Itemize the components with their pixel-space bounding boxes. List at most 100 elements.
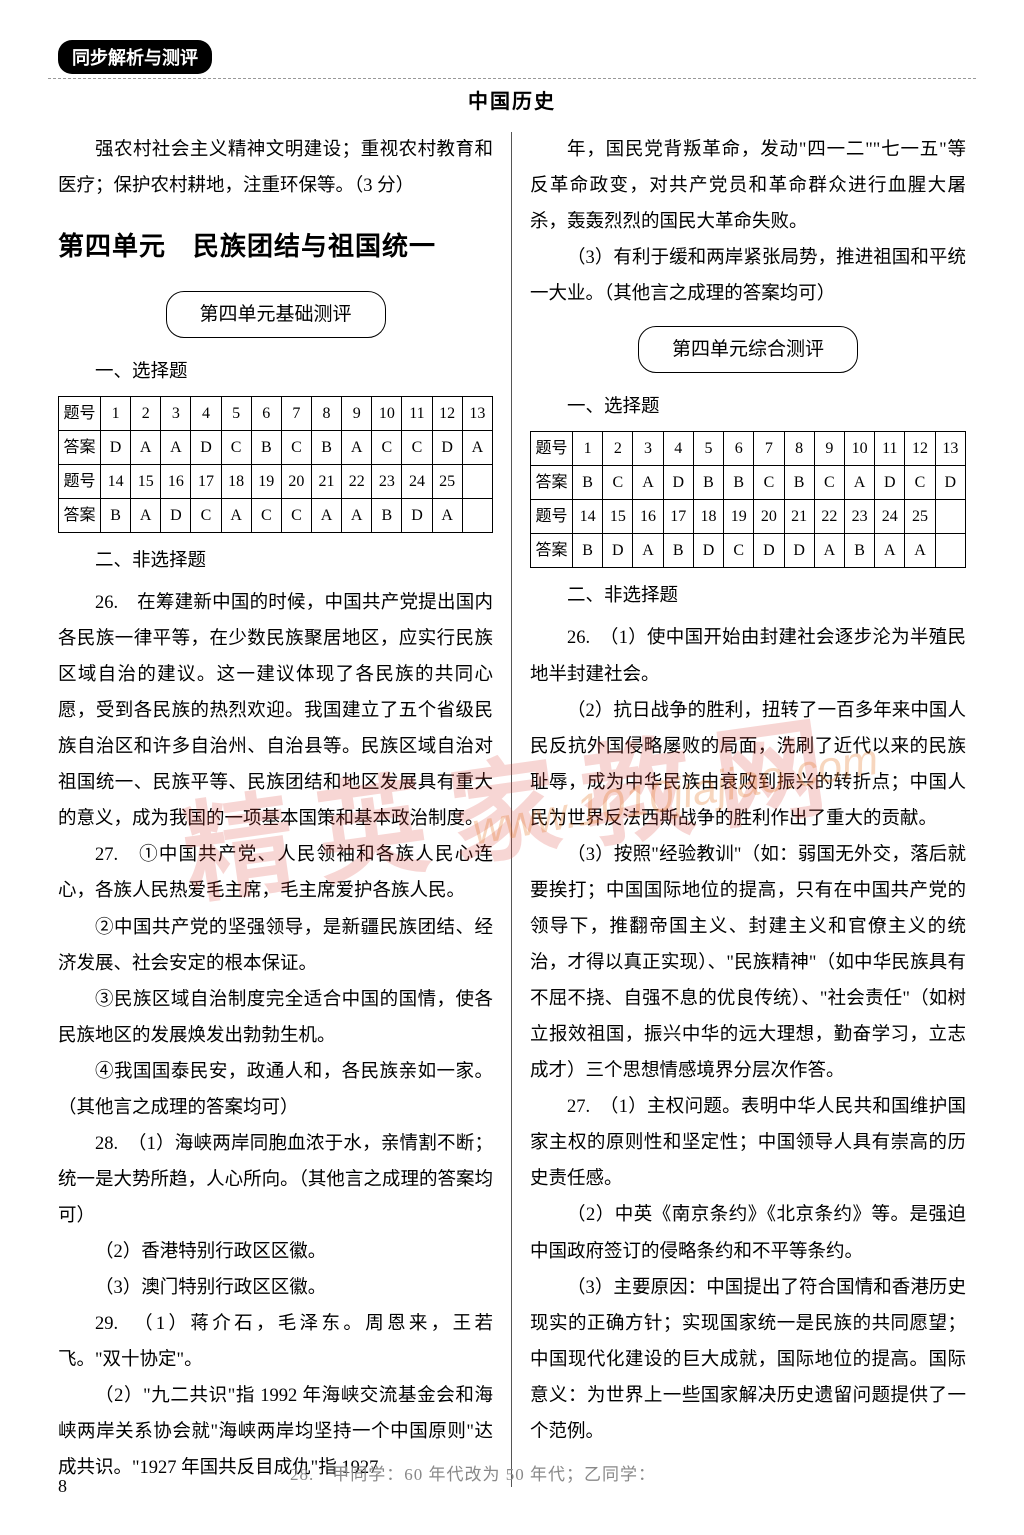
cell: 2 xyxy=(131,396,161,430)
cell: B xyxy=(372,498,402,532)
subject-title: 中国历史 xyxy=(48,85,976,114)
cell xyxy=(462,464,492,498)
cell: 11 xyxy=(875,432,905,466)
cell: D xyxy=(875,466,905,500)
answer-paragraph: （2）香港特别行政区区徽。 xyxy=(58,1234,493,1270)
cell: D xyxy=(784,534,814,568)
cell: 21 xyxy=(311,464,341,498)
cell: 16 xyxy=(161,464,191,498)
row-header: 答案 xyxy=(59,430,101,464)
section-mcq-label: 一、选择题 xyxy=(530,389,966,425)
cell: C xyxy=(754,466,784,500)
unit-title: 第四单元 民族团结与祖国统一 xyxy=(58,222,493,273)
answer-paragraph: 28. （1）海峡两岸同胞血浓于水，亲情割不断；统一是大势所趋，人心所向。（其他… xyxy=(58,1126,493,1234)
cell: A xyxy=(814,534,844,568)
table-row: 答案 B C A D B B C B C A D C D xyxy=(531,466,966,500)
cell: D xyxy=(432,430,462,464)
cell: C xyxy=(281,430,311,464)
answer-table-right: 题号 1 2 3 4 5 6 7 8 9 10 11 12 13 答案 xyxy=(530,431,966,568)
cell: D xyxy=(693,534,723,568)
cell: D xyxy=(101,430,131,464)
cell: A xyxy=(844,466,874,500)
left-column: 强农村社会主义精神文明建设；重视农村教育和医疗；保护农村耕地，注重环保等。（3 … xyxy=(48,132,512,1487)
answer-paragraph: ④我国国泰民安，政通人和，各民族亲如一家。（其他言之成理的答案均可） xyxy=(58,1054,493,1126)
carryover-paragraph: 年，国民党背叛革命，发动"四一二""七一五"等反革命政变，对共产党员和革命群众进… xyxy=(530,132,966,240)
table-row: 答案 D A A D C B C B A C C D A xyxy=(59,430,493,464)
cell: 13 xyxy=(935,432,965,466)
row-header: 答案 xyxy=(59,498,101,532)
cell xyxy=(462,498,492,532)
cell: 6 xyxy=(251,396,281,430)
header: 同步解析与测评 中国历史 xyxy=(48,40,976,114)
cell: A xyxy=(875,534,905,568)
header-divider xyxy=(48,78,976,79)
test-heading-basic: 第四单元基础测评 xyxy=(166,291,386,338)
answer-paragraph: 27. ①中国共产党、人民领袖和各族人民心连心，各族人民热爱毛主席，毛主席爱护各… xyxy=(58,837,493,909)
cell: 18 xyxy=(221,464,251,498)
cell: 23 xyxy=(372,464,402,498)
cell: C xyxy=(281,498,311,532)
cell: C xyxy=(191,498,221,532)
answer-paragraph: 27. （1）主权问题。表明中华人民共和国维护国家主权的原则性和坚定性；中国领导… xyxy=(530,1089,966,1197)
cell: 3 xyxy=(633,432,663,466)
cell: 17 xyxy=(663,500,693,534)
cell: A xyxy=(131,498,161,532)
cell: 25 xyxy=(432,464,462,498)
cell: A xyxy=(221,498,251,532)
cell xyxy=(935,534,965,568)
cell: 12 xyxy=(905,432,935,466)
cell: 7 xyxy=(754,432,784,466)
answer-paragraph: 29. （1）蒋介石，毛泽东。周恩来，王若飞。"双十协定"。 xyxy=(58,1306,493,1378)
right-column: 年，国民党背叛革命，发动"四一二""七一五"等反革命政变，对共产党员和革命群众进… xyxy=(512,132,976,1487)
cell: D xyxy=(402,498,432,532)
cell: A xyxy=(311,498,341,532)
cell: A xyxy=(342,430,372,464)
cell: D xyxy=(754,534,784,568)
cell: D xyxy=(935,466,965,500)
cell: B xyxy=(693,466,723,500)
cell: 15 xyxy=(603,500,633,534)
footer-faded-line: 28. 甲同学：60 年代改为 50 年代；乙同学： xyxy=(290,1460,976,1485)
cell: 22 xyxy=(342,464,372,498)
cell: 24 xyxy=(875,500,905,534)
cell: C xyxy=(372,430,402,464)
cell: C xyxy=(402,430,432,464)
cell: B xyxy=(784,466,814,500)
cell: 5 xyxy=(221,396,251,430)
row-header: 题号 xyxy=(531,432,573,466)
cell: A xyxy=(462,430,492,464)
section-nonmcq-label: 二、非选择题 xyxy=(58,543,493,579)
cell: 9 xyxy=(814,432,844,466)
table-row: 题号 14 15 16 17 18 19 20 21 22 23 24 25 xyxy=(59,464,493,498)
cell: 9 xyxy=(342,396,372,430)
cell: A xyxy=(633,466,663,500)
page: 同步解析与测评 中国历史 强农村社会主义精神文明建设；重视农村教育和医疗；保护农… xyxy=(0,0,1024,1507)
answer-paragraph: （3）澳门特别行政区区徽。 xyxy=(58,1270,493,1306)
two-column-layout: 强农村社会主义精神文明建设；重视农村教育和医疗；保护农村耕地，注重环保等。（3 … xyxy=(48,132,976,1487)
cell xyxy=(935,500,965,534)
table-row: 答案 B A D C A C C A A B D A xyxy=(59,498,493,532)
cell: B xyxy=(251,430,281,464)
carryover-paragraph: 强农村社会主义精神文明建设；重视农村教育和医疗；保护农村耕地，注重环保等。（3 … xyxy=(58,132,493,204)
section-nonmcq-label: 二、非选择题 xyxy=(530,578,966,614)
cell: A xyxy=(161,430,191,464)
cell: 18 xyxy=(693,500,723,534)
cell: 16 xyxy=(633,500,663,534)
cell: 17 xyxy=(191,464,221,498)
cell: D xyxy=(191,430,221,464)
row-header: 题号 xyxy=(59,396,101,430)
row-header: 题号 xyxy=(531,500,573,534)
page-number: 8 xyxy=(58,1476,67,1497)
cell: 8 xyxy=(311,396,341,430)
cell: 20 xyxy=(281,464,311,498)
cell: 10 xyxy=(844,432,874,466)
cell: C xyxy=(724,534,754,568)
table-row: 题号 14 15 16 17 18 19 20 21 22 23 24 25 xyxy=(531,500,966,534)
cell: C xyxy=(221,430,251,464)
cell: 19 xyxy=(724,500,754,534)
cell: 13 xyxy=(462,396,492,430)
cell: C xyxy=(251,498,281,532)
cell: B xyxy=(844,534,874,568)
cell: 21 xyxy=(784,500,814,534)
section-mcq-label: 一、选择题 xyxy=(58,354,493,390)
